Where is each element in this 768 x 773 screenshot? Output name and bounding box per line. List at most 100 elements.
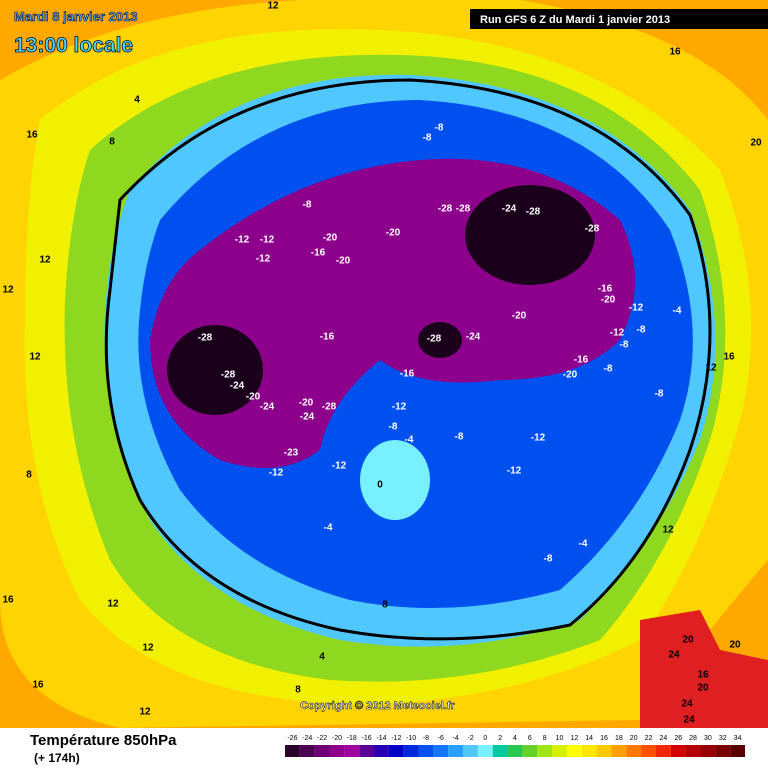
contour-label: 12 xyxy=(705,363,717,374)
date-title: Mardi 8 janvier 2013 xyxy=(14,9,138,24)
contour-label: -16 xyxy=(320,332,335,343)
scale-label: 2 xyxy=(498,735,502,742)
contour-label: 16 xyxy=(697,670,709,681)
contour-label: -20 xyxy=(512,311,527,322)
contour-label: 16 xyxy=(26,130,38,141)
scale-label: 10 xyxy=(556,735,564,742)
contour-label: -20 xyxy=(323,233,338,244)
footer-lead: (+ 174h) xyxy=(34,751,80,765)
scale-swatch xyxy=(655,745,671,757)
contour-label: -28 xyxy=(438,204,453,215)
scale-swatch xyxy=(403,745,419,757)
scale-label: 16 xyxy=(600,735,608,742)
contour-label: -28 xyxy=(322,402,337,413)
scale-label: -26 xyxy=(287,735,297,742)
scale-label: 18 xyxy=(615,735,623,742)
scale-label: 14 xyxy=(585,735,593,742)
scale-label: -12 xyxy=(391,735,401,742)
scale-label: -4 xyxy=(453,735,459,742)
contour-label: -8 xyxy=(544,554,553,565)
contour-label: -12 xyxy=(260,235,275,246)
scale-swatch xyxy=(670,745,686,757)
scale-swatch xyxy=(314,745,330,757)
contour-label: -20 xyxy=(299,398,314,409)
scale-label: -14 xyxy=(376,735,386,742)
contour-label: -8 xyxy=(637,325,646,336)
contour-label: -20 xyxy=(246,392,261,403)
contour-label: 16 xyxy=(32,680,44,691)
contour-labels: -28-28-24-20-24 -20 -28-24-23-12-12-16-16-… xyxy=(2,1,762,726)
contour-label: -24 xyxy=(502,204,517,215)
scale-label: 4 xyxy=(513,735,517,742)
contour-label: 4 xyxy=(134,95,140,106)
contour-label: -12 xyxy=(256,254,271,265)
contour-label: 12 xyxy=(662,525,674,536)
scale-swatch xyxy=(359,745,375,757)
scale-swatch xyxy=(433,745,449,757)
scale-swatch xyxy=(344,745,360,757)
contour-label: 8 xyxy=(295,685,301,696)
footer-title: Température 850hPa xyxy=(30,732,177,749)
scale-swatch xyxy=(715,745,731,757)
scale-swatch xyxy=(537,745,553,757)
contour-label: 20 xyxy=(682,635,694,646)
scale-label: 8 xyxy=(543,735,547,742)
contour-label: 20 xyxy=(697,683,709,694)
contour-label: -16 xyxy=(311,248,326,259)
contour-label: 12 xyxy=(267,1,279,12)
contour-label: 12 xyxy=(142,643,154,654)
contour-label: -16 xyxy=(400,369,415,380)
contour-label: 8 xyxy=(382,600,388,611)
scale-label: 6 xyxy=(528,735,532,742)
contour-label: 20 xyxy=(729,640,741,651)
contour-label: -12 xyxy=(507,466,522,477)
contour-label: -20 xyxy=(563,370,578,381)
contour-label: 8 xyxy=(26,470,32,481)
scale-swatch xyxy=(492,745,508,757)
contour-label: -8 xyxy=(655,389,664,400)
contour-label: -28 xyxy=(198,333,213,344)
scale-swatch xyxy=(641,745,656,757)
contour-label: -8 xyxy=(389,422,398,433)
contour-label: -24 xyxy=(260,402,275,413)
scale-label: 32 xyxy=(719,735,727,742)
contour-label: 4 xyxy=(319,652,325,663)
scale-label: -16 xyxy=(362,735,372,742)
scale-label: -20 xyxy=(332,735,342,742)
scale-swatch xyxy=(552,745,567,757)
scale-label: -8 xyxy=(423,735,429,742)
contour-label: -28 xyxy=(456,204,471,215)
contour-label: -12 xyxy=(392,402,407,413)
contour-label: -24 xyxy=(230,381,245,392)
scale-swatch xyxy=(329,745,345,757)
time-title: 13:00 locale xyxy=(14,34,133,57)
scale-label: 24 xyxy=(659,735,667,742)
warm-tongue xyxy=(360,440,430,520)
scale-swatch xyxy=(685,745,701,757)
contour-label: -12 xyxy=(332,461,347,472)
contour-label: 12 xyxy=(29,352,41,363)
contour-label: 12 xyxy=(139,707,151,718)
scale-label: 0 xyxy=(483,735,487,742)
contour-label: -8 xyxy=(303,200,312,211)
contour-label: -4 xyxy=(579,539,588,550)
contour-label: -28 xyxy=(585,224,600,235)
scale-swatch xyxy=(626,745,642,757)
contour-label: 16 xyxy=(669,47,681,58)
scale-label: 12 xyxy=(570,735,578,742)
hot-zone xyxy=(640,610,768,728)
contour-label: -12 xyxy=(610,328,625,339)
scale-swatch xyxy=(448,745,464,757)
scale-label: -24 xyxy=(302,735,312,742)
contour-label: -8 xyxy=(423,133,432,144)
contour-label: -12 xyxy=(531,433,546,444)
scale-swatch xyxy=(522,745,538,757)
contour-label: -12 xyxy=(269,468,284,479)
contour-label: 24 xyxy=(681,699,693,710)
contour-label: 12 xyxy=(39,255,51,266)
freezing-isotherm xyxy=(104,78,712,641)
scale-swatch xyxy=(299,745,315,757)
contour-label: 24 xyxy=(683,715,695,726)
contour-label: -8 xyxy=(620,340,629,351)
